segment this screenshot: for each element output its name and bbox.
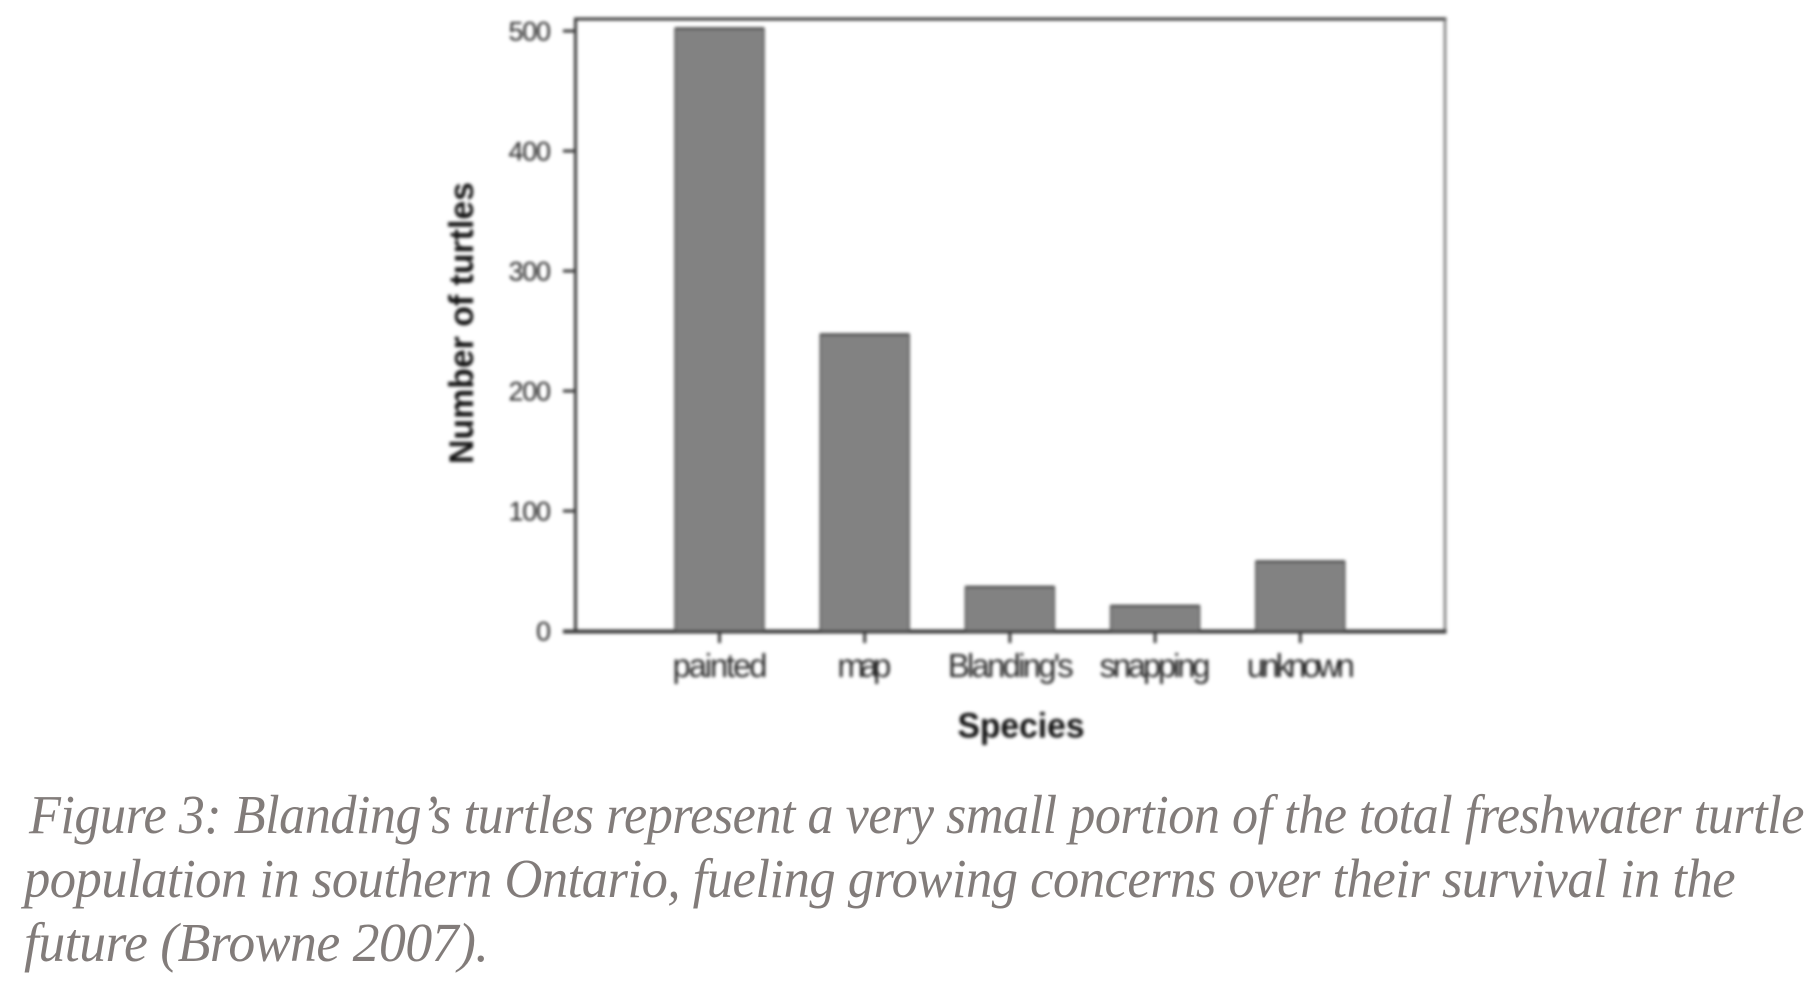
svg-text:map: map (837, 647, 891, 684)
svg-text:Number of turtles: Number of turtles (443, 182, 481, 464)
svg-text:painted: painted (673, 647, 768, 684)
svg-text:0: 0 (536, 617, 551, 647)
svg-text:500: 500 (509, 17, 552, 47)
svg-text:300: 300 (509, 257, 552, 287)
svg-text:unknown: unknown (1247, 647, 1355, 684)
svg-text:Blanding's: Blanding's (948, 647, 1074, 684)
svg-text:100: 100 (509, 497, 552, 527)
svg-text:400: 400 (509, 137, 552, 167)
svg-text:Species: Species (958, 707, 1085, 746)
svg-text:200: 200 (509, 377, 552, 407)
svg-text:snapping: snapping (1100, 647, 1211, 684)
